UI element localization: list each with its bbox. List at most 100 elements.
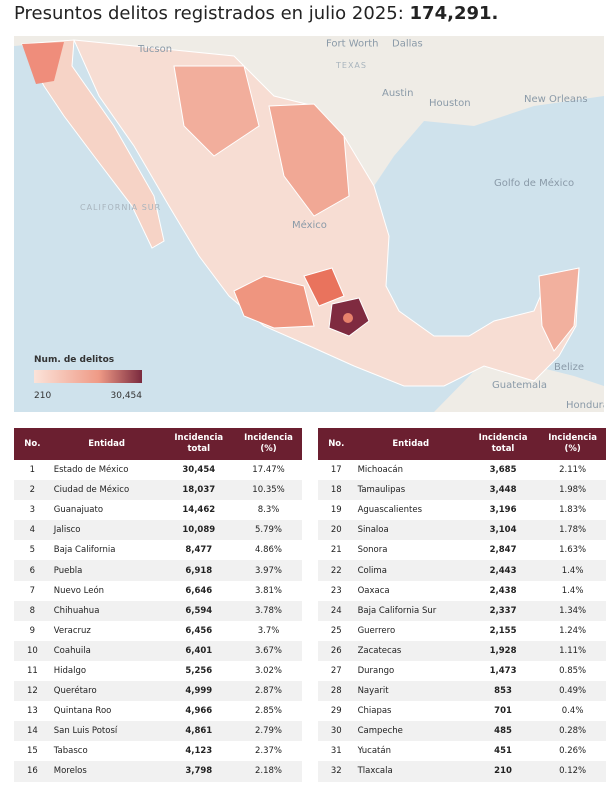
table-cell: 30,454 <box>182 465 216 476</box>
table-cell: 31 <box>330 746 342 757</box>
table-cell: Guerrero <box>357 625 396 636</box>
table-cell: Baja California <box>53 545 116 556</box>
table-cell: 6,918 <box>162 560 236 581</box>
column-header: No. <box>318 428 355 460</box>
header-row: No. Entidad Incidencia total Incidencia (%) <box>318 428 606 460</box>
map-label: Guatemala <box>492 380 547 391</box>
table-cell: Sinaloa <box>354 520 467 541</box>
table-cell: 1,928 <box>466 640 540 661</box>
table-cell: Colima <box>354 560 467 581</box>
table-row: 14 San Luis Potosí 4,861 2.79% <box>14 721 302 742</box>
table-cell: 14 <box>14 721 51 742</box>
map-label: Houston <box>429 98 471 109</box>
table-cell: 3,798 <box>162 761 236 782</box>
table-cell: 6,594 <box>162 600 236 621</box>
table-cell: Baja California Sur <box>354 600 467 621</box>
table-row: 29 Chiapas 701 0.4% <box>318 701 606 721</box>
region <box>268 103 350 217</box>
column-header: Incidencia (%) <box>235 428 302 460</box>
table-row: 21 Sonora 2,847 1.63% <box>318 540 606 560</box>
table-cell: Sonora <box>357 545 388 556</box>
table-cell: 0.49% <box>539 681 606 702</box>
column-header: Entidad <box>50 428 163 460</box>
table-cell: Coahuila <box>50 640 163 661</box>
table-cell: 12 <box>14 681 51 702</box>
table-cell: Ciudad de México <box>50 480 163 501</box>
table-cell: Nuevo León <box>53 585 105 596</box>
table-cell: 17.47% <box>252 465 285 476</box>
map-label: Tucson <box>137 44 172 55</box>
table-cell: Morelos <box>50 761 163 782</box>
table-cell: 5,256 <box>185 665 213 676</box>
table-cell: 17 <box>330 465 342 476</box>
table-cell: 3.02% <box>255 665 283 676</box>
column-header: No. <box>14 428 51 460</box>
column-header: Entidad <box>354 428 467 460</box>
region <box>343 313 353 323</box>
table-cell: 20 <box>318 520 355 541</box>
table-row: 18 Tamaulipas 3,448 1.98% <box>318 480 606 501</box>
table-row: 23 Oaxaca 2,438 1.4% <box>318 581 606 601</box>
table-cell: Zacatecas <box>354 640 467 661</box>
table-cell: 8 <box>14 600 51 621</box>
table-cell: 25 <box>330 625 342 636</box>
table-cell: 2.85% <box>255 706 283 717</box>
table-cell: Oaxaca <box>357 585 390 596</box>
table-cell: Puebla <box>50 560 163 581</box>
table-cell: 2.79% <box>235 721 302 742</box>
table-cell: 3.97% <box>235 560 302 581</box>
table-cell: Tabasco <box>53 746 88 757</box>
table-cell: 8,477 <box>185 545 213 556</box>
table-row: 8 Chihuahua 6,594 3.78% <box>14 600 302 621</box>
table-cell: 6,401 <box>162 640 236 661</box>
table-cell: 6,456 <box>185 625 213 636</box>
map-label: CALIFORNIA SUR <box>80 203 161 212</box>
table-cell: 485 <box>466 721 540 742</box>
map-label: Honduras <box>566 400 604 411</box>
table-cell: San Luis Potosí <box>50 721 163 742</box>
table-cell: 3,685 <box>489 465 517 476</box>
table-row: 31 Yucatán 451 0.26% <box>318 741 606 761</box>
table-cell: Guanajuato <box>53 505 104 516</box>
table-cell: Chihuahua <box>50 600 163 621</box>
table-row: 26 Zacatecas 1,928 1.11% <box>318 640 606 661</box>
table-cell: 4 <box>14 520 51 541</box>
total: 174,291. <box>409 3 499 24</box>
table-row: 1 Estado de México 30,454 17.47% <box>14 460 302 480</box>
map-label: TEXAS <box>335 61 367 70</box>
legend-gradient <box>34 370 142 383</box>
table-cell: 23 <box>330 585 342 596</box>
map-label: Belize <box>554 362 584 373</box>
table-cell: 26 <box>318 640 355 661</box>
table-row: 10 Coahuila 6,401 3.67% <box>14 640 302 661</box>
table-cell: 15 <box>26 746 38 757</box>
table-cell: 4,861 <box>162 721 236 742</box>
table-row: 6 Puebla 6,918 3.97% <box>14 560 302 581</box>
table-row: 3 Guanajuato 14,462 8.3% <box>14 500 302 520</box>
map-label: Fort Worth <box>326 38 379 49</box>
legend-title: Num. de delitos <box>34 355 114 365</box>
table-row: 9 Veracruz 6,456 3.7% <box>14 621 302 641</box>
table-cell: Chiapas <box>357 706 392 717</box>
table-cell: Hidalgo <box>53 665 87 676</box>
table-cell: 1.4% <box>539 560 606 581</box>
table-row: 13 Quintana Roo 4,966 2.85% <box>14 701 302 721</box>
table-cell: Yucatán <box>357 746 391 757</box>
region <box>173 65 260 157</box>
table-cell: 6 <box>14 560 51 581</box>
table-cell: 29 <box>330 706 342 717</box>
table-cell: Tlaxcala <box>354 761 467 782</box>
table-cell: Durango <box>357 665 395 676</box>
map-label: Austin <box>382 88 413 99</box>
table-cell: 210 <box>466 761 540 782</box>
table-cell: 24 <box>318 600 355 621</box>
baja <box>21 39 165 249</box>
table-row: 2 Ciudad de México 18,037 10.35% <box>14 480 302 501</box>
table-cell: 1.63% <box>559 545 587 556</box>
table-cell: Campeche <box>354 721 467 742</box>
table-row: 25 Guerrero 2,155 1.24% <box>318 621 606 641</box>
table-cell: 3.7% <box>257 625 280 636</box>
map-label: México <box>292 219 327 231</box>
table-left: No. Entidad Incidencia total Incidencia (%)… <box>14 428 302 782</box>
